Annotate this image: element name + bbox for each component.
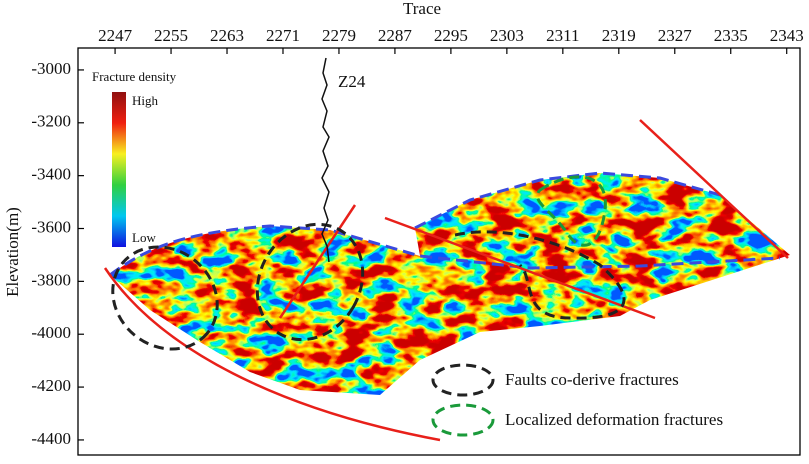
fracture-density-field (110, 173, 790, 395)
fault-fracture-zones (111, 222, 626, 351)
y-tick-label: -3600 (31, 217, 71, 236)
y-tick-label: -4400 (31, 429, 71, 448)
colorbar-title: Fracture density (92, 69, 177, 84)
legend-symbol (431, 363, 495, 397)
y-tick-label: -4000 (31, 323, 71, 342)
legend-label: Localized deformation fractures (505, 410, 723, 429)
y-tick-label: -3000 (31, 59, 71, 78)
well-log (321, 57, 330, 263)
y-tick-label: -3200 (31, 112, 71, 131)
legend-label: Faults co-derive fractures (505, 370, 679, 389)
y-tick-label: -3800 (31, 270, 71, 289)
x-tick-label: 2263 (210, 26, 244, 45)
top-horizon (109, 224, 781, 277)
x-tick-label: 2295 (434, 26, 468, 45)
x-tick-label: 2311 (546, 26, 579, 45)
x-tick-label: 2335 (714, 26, 748, 45)
colorbar-low: Low (132, 230, 156, 245)
colorbar (112, 92, 126, 247)
legend-symbol (431, 403, 495, 437)
faults (103, 119, 789, 442)
x-axis-title: Trace (403, 0, 441, 18)
y-tick-label: -3400 (31, 165, 71, 184)
well-label: Z24 (338, 72, 366, 91)
x-tick-label: 2255 (154, 26, 188, 45)
x-tick-label: 2303 (490, 26, 524, 45)
y-tick-label: -4200 (31, 376, 71, 395)
x-tick-label: 2327 (658, 26, 693, 45)
x-tick-label: 2343 (770, 26, 804, 45)
colorbar-high: High (132, 93, 159, 108)
x-tick-label: 2287 (378, 26, 413, 45)
deformation-zone (536, 175, 607, 247)
x-tick-label: 2247 (98, 26, 133, 45)
x-tick-label: 2271 (266, 26, 300, 45)
y-axis-title: Elevation(m) (3, 207, 22, 297)
x-tick-label: 2319 (602, 26, 636, 45)
x-tick-label: 2279 (322, 26, 356, 45)
frame (77, 47, 801, 456)
